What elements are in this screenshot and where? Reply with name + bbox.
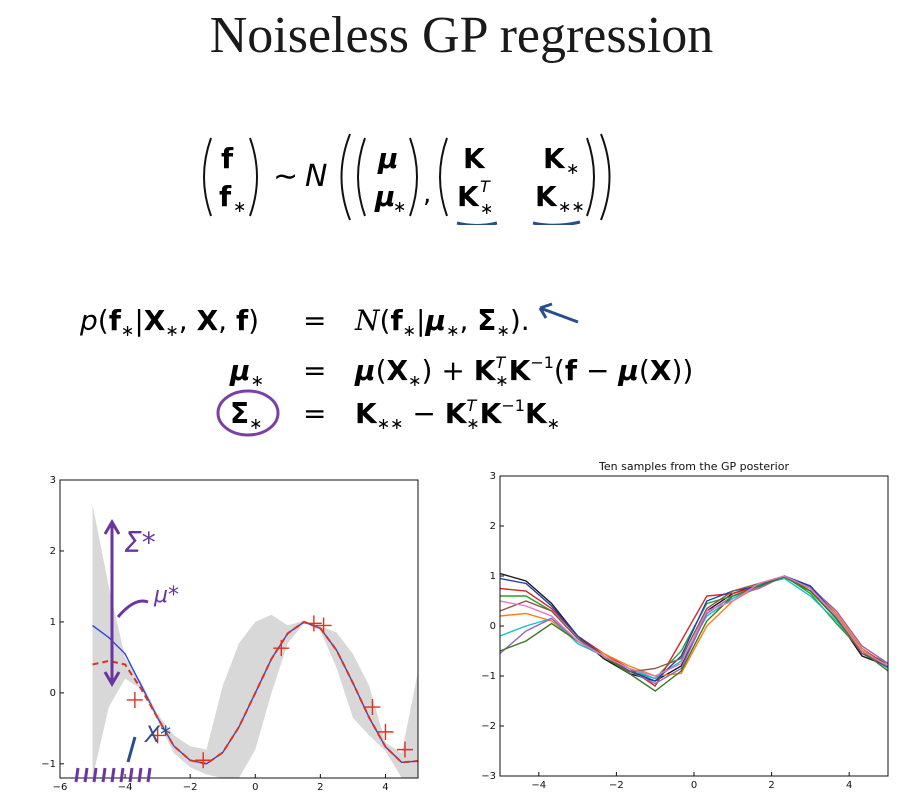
sigma-star-label: Σ*: [124, 526, 156, 559]
training-point: [315, 617, 332, 634]
cov-11: K: [463, 142, 486, 175]
series-line-1: [92, 620, 419, 765]
mu-arrow: [116, 599, 149, 618]
eq2-rhs: μ(X∗) + KT ∗K−1(f − μ(X)): [354, 353, 693, 390]
training-point: [396, 741, 413, 758]
gp-samples-chart: Ten samples from the GP posterior −4 −2 0 2 4…: [481, 460, 889, 791]
y-tick-label: −1: [481, 671, 496, 682]
series-line-2: [499, 576, 889, 687]
x-tick-label: 0: [691, 780, 697, 791]
y-tick-label: −2: [481, 721, 496, 732]
x-tick-label: −2: [183, 782, 198, 793]
series-line-8: [499, 576, 889, 692]
x-star-label: X*: [144, 723, 171, 748]
y-tick-label: 1: [490, 571, 496, 582]
x-tick-label: −4: [531, 780, 546, 791]
plot-frame: [59, 479, 419, 779]
test-point-ticks: [74, 767, 152, 783]
mu-star-label: μ*: [153, 583, 179, 608]
x-tick-label: −6: [53, 782, 68, 793]
x-tick-label: 2: [317, 782, 323, 793]
y-tick-label: −1: [41, 759, 56, 770]
x-tick-label: −2: [609, 780, 624, 791]
training-point: [195, 752, 212, 769]
mean-top: μ: [377, 142, 399, 175]
arrow-annotation: [538, 302, 579, 324]
y-tick-label: 0: [490, 621, 496, 632]
mean-bottom: μ: [374, 180, 396, 213]
joint-distribution-svg: f f ∗ ∼ N μ μ ∗ , K K ∗ K T ∗ K ∗∗: [203, 133, 611, 227]
eq1-rhs: N(f∗|μ∗, Σ∗).: [354, 304, 530, 340]
handwritten-annotations: Σ* μ* X*: [74, 519, 179, 783]
series-line-9: [499, 575, 889, 677]
y-tick-label: −3: [481, 771, 496, 782]
circle-annotation: [216, 389, 280, 437]
confidence-band: [92, 504, 418, 778]
vec-f-top: f: [221, 142, 234, 175]
training-point: [305, 615, 322, 632]
posterior-equations-svg: p(f∗|X∗, X, f) = N(f∗|μ∗, Σ∗). μ∗ = μ(X∗…: [79, 302, 693, 437]
cov-22: K: [535, 180, 558, 213]
sub-star: ∗: [233, 197, 246, 216]
y-tick-label: 3: [490, 471, 496, 482]
x-tick-label: 0: [252, 782, 258, 793]
cov-21: K: [457, 180, 480, 213]
sim-symbol: ∼: [273, 159, 298, 194]
sup-T: T: [480, 177, 491, 196]
underline-annotation: [532, 220, 581, 227]
eq3-equals: =: [303, 397, 326, 430]
y-tick-label: 2: [50, 546, 56, 557]
chart-title: Ten samples from the GP posterior: [598, 460, 789, 473]
normal-symbol: N: [305, 159, 327, 194]
training-point: [149, 727, 166, 744]
x-tick-label: 2: [768, 780, 774, 791]
sub-star-star: ∗∗: [558, 197, 585, 216]
sub-star: ∗: [480, 199, 493, 218]
posterior-equations: p(f∗|X∗, X, f) = N(f∗|μ∗, Σ∗). μ∗ = μ(X∗…: [70, 290, 790, 440]
eq2-equals: =: [303, 354, 326, 387]
x-tick-label: 4: [382, 782, 388, 793]
underline-annotation: [456, 221, 498, 227]
training-point: [377, 723, 394, 740]
eq3-lhs: Σ∗: [230, 397, 263, 433]
y-tick-label: 2: [490, 521, 496, 532]
eq1-equals: =: [303, 304, 326, 337]
sub-star: ∗: [566, 159, 579, 178]
series-line-5: [499, 575, 889, 685]
arrow-head-down: [103, 671, 121, 687]
y-tick-label: 3: [50, 475, 56, 486]
slide-title: Noiseless GP regression: [209, 7, 714, 64]
y-tick-label: 1: [50, 617, 56, 628]
x-star-arrow: [126, 736, 137, 763]
eq2-lhs: μ∗: [229, 354, 264, 390]
cov-12: K: [543, 142, 566, 175]
eq1-lhs: p(f∗|X∗, X, f): [79, 304, 259, 340]
training-point: [364, 699, 381, 716]
eq3-rhs: K∗∗ − KT ∗K−1K∗: [355, 396, 560, 433]
x-tick-label: −4: [118, 782, 133, 793]
y-tick-label: 0: [50, 688, 56, 699]
sub-star: ∗: [393, 197, 406, 216]
series-line-6: [499, 575, 889, 682]
x-tick-label: 4: [846, 780, 852, 791]
comma: ,: [423, 179, 431, 209]
training-point: [273, 640, 290, 657]
joint-distribution-equation: f f ∗ ∼ N μ μ ∗ , K K ∗ K T ∗ K ∗∗: [195, 130, 715, 227]
training-point: [126, 691, 143, 708]
vec-f-bottom: f: [219, 180, 232, 213]
arrow-head-up: [103, 519, 121, 535]
